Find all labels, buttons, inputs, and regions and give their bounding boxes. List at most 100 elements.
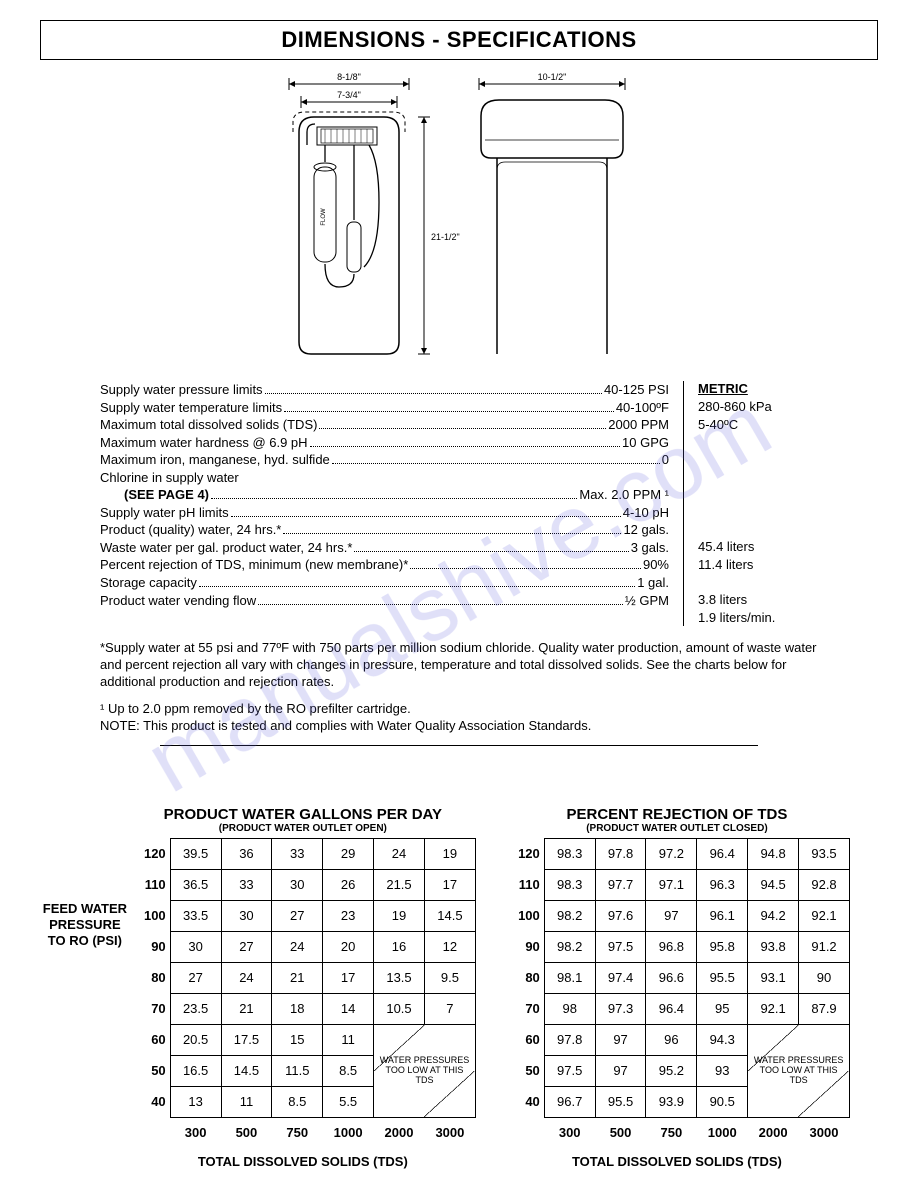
row-header: 80 xyxy=(504,962,544,993)
col-header: 750 xyxy=(646,1117,697,1148)
spec-row: Maximum iron, manganese, hyd. sulfide 0 xyxy=(100,451,669,469)
row-header: 90 xyxy=(130,931,170,962)
chart-title-left: PRODUCT WATER GALLONS PER DAY xyxy=(130,806,476,823)
spec-label: Supply water pressure limits xyxy=(100,381,263,399)
table-cell: 7 xyxy=(424,993,475,1024)
page-title: DIMENSIONS - SPECIFICATIONS xyxy=(41,27,877,53)
spec-row: Supply water pH limits4-10 pH xyxy=(100,504,669,522)
spec-value: 40-125 PSI xyxy=(604,381,669,399)
svg-text:FLOW: FLOW xyxy=(321,208,327,226)
table-cell: 18 xyxy=(272,993,323,1024)
spec-row: Product (quality) water, 24 hrs.* 12 gals… xyxy=(100,521,669,539)
chart-sub-left: (PRODUCT WATER OUTLET OPEN) xyxy=(130,823,476,834)
table-cell: 97.4 xyxy=(595,962,646,993)
table-cell: 95.2 xyxy=(646,1055,697,1086)
table-cell: 20.5 xyxy=(170,1024,221,1055)
col-header: 300 xyxy=(544,1117,595,1148)
table-cell: 23 xyxy=(323,900,374,931)
spec-label: Maximum water hardness @ 6.9 pH xyxy=(100,434,308,452)
table-cell: 24 xyxy=(221,962,272,993)
table-cell: 30 xyxy=(272,869,323,900)
table-cell: 33.5 xyxy=(170,900,221,931)
spec-value: 0 xyxy=(662,451,669,469)
col-header: 3000 xyxy=(799,1117,850,1148)
metric-header: METRIC xyxy=(698,381,818,396)
table-cell: 30 xyxy=(221,900,272,931)
spec-label: Supply water temperature limits xyxy=(100,399,282,417)
merged-note: WATER PRESSURES TOO LOW AT THIS TDS xyxy=(748,1024,850,1117)
table-cell: 16 xyxy=(374,931,425,962)
spec-row: Storage capacity1 gal. xyxy=(100,574,669,592)
row-header: 80 xyxy=(130,962,170,993)
spec-row: Waste water per gal. product water, 24 h… xyxy=(100,539,669,557)
table-cell: 96.1 xyxy=(697,900,748,931)
table-cell: 27 xyxy=(221,931,272,962)
table-cell: 87.9 xyxy=(799,993,850,1024)
table-cell: 27 xyxy=(272,900,323,931)
specs-table: Supply water pressure limits 40-125 PSI Su… xyxy=(100,381,818,626)
spec-row: Percent rejection of TDS, minimum (new m… xyxy=(100,556,669,574)
divider xyxy=(160,745,758,746)
table-cell: 97 xyxy=(595,1024,646,1055)
spec-metric: 1.9 liters/min. xyxy=(698,609,818,627)
table-cell: 97.3 xyxy=(595,993,646,1024)
table-cell: 95.8 xyxy=(697,931,748,962)
table-cell: 20 xyxy=(323,931,374,962)
spec-label: Product water vending flow xyxy=(100,592,256,610)
row-header: 70 xyxy=(504,993,544,1024)
table-cell: 98.2 xyxy=(544,900,595,931)
table-cell: 94.8 xyxy=(748,838,799,869)
col-header: 1000 xyxy=(323,1117,374,1148)
table-cell: 94.2 xyxy=(748,900,799,931)
spec-value: ½ GPM xyxy=(625,592,669,610)
table-cell: 96.3 xyxy=(697,869,748,900)
footnote-2: ¹ Up to 2.0 ppm removed by the RO prefil… xyxy=(100,701,818,718)
table-cell: 39.5 xyxy=(170,838,221,869)
table-cell: 98.1 xyxy=(544,962,595,993)
spec-label: Maximum iron, manganese, hyd. sulfide xyxy=(100,451,330,469)
spec-label: Product (quality) water, 24 hrs.* xyxy=(100,521,281,539)
x-axis-label-left: TOTAL DISSOLVED SOLIDS (TDS) xyxy=(130,1154,476,1169)
spec-value: 10 GPG xyxy=(622,434,669,452)
row-header: 50 xyxy=(130,1055,170,1086)
table-cell: 97.7 xyxy=(595,869,646,900)
table-cell: 95.5 xyxy=(697,962,748,993)
title-bar: DIMENSIONS - SPECIFICATIONS xyxy=(40,20,878,60)
spec-metric: 280-860 kPa xyxy=(698,398,818,416)
row-header: 50 xyxy=(504,1055,544,1086)
spec-value: 1 gal. xyxy=(637,574,669,592)
spec-row: Product water vending flow ½ GPM xyxy=(100,592,669,610)
spec-metric: 45.4 liters xyxy=(698,538,818,556)
spec-value: 12 gals. xyxy=(623,521,669,539)
row-header: 120 xyxy=(130,838,170,869)
chart-rejection: PERCENT REJECTION OF TDS (PRODUCT WATER … xyxy=(504,806,850,1169)
table-cell: 90 xyxy=(799,962,850,993)
spec-value: 90% xyxy=(643,556,669,574)
table-cell: 97.8 xyxy=(595,838,646,869)
table-cell: 94.5 xyxy=(748,869,799,900)
col-header: 2000 xyxy=(748,1117,799,1148)
row-header: 40 xyxy=(504,1086,544,1117)
table-rejection: 12098.397.897.296.494.893.511098.397.797… xyxy=(504,838,850,1148)
table-cell: 21 xyxy=(272,962,323,993)
spec-label: Chlorine in supply water xyxy=(100,469,239,487)
col-header: 3000 xyxy=(424,1117,475,1148)
table-cell: 14.5 xyxy=(424,900,475,931)
spec-metric: 5-40ºC xyxy=(698,416,818,434)
row-header: 70 xyxy=(130,993,170,1024)
table-cell: 93.5 xyxy=(799,838,850,869)
svg-text:10-1/2": 10-1/2" xyxy=(538,72,567,82)
spec-value: 2000 PPM xyxy=(608,416,669,434)
table-cell: 97.6 xyxy=(595,900,646,931)
table-cell: 36.5 xyxy=(170,869,221,900)
row-header: 110 xyxy=(130,869,170,900)
col-header: 300 xyxy=(170,1117,221,1148)
table-cell: 21 xyxy=(221,993,272,1024)
table-cell: 92.8 xyxy=(799,869,850,900)
table-cell: 33 xyxy=(221,869,272,900)
spec-row: (SEE PAGE 4)Max. 2.0 PPM ¹ xyxy=(100,486,669,504)
spec-label: Percent rejection of TDS, minimum (new m… xyxy=(100,556,408,574)
table-cell: 23.5 xyxy=(170,993,221,1024)
row-header: 110 xyxy=(504,869,544,900)
table-cell: 97 xyxy=(646,900,697,931)
